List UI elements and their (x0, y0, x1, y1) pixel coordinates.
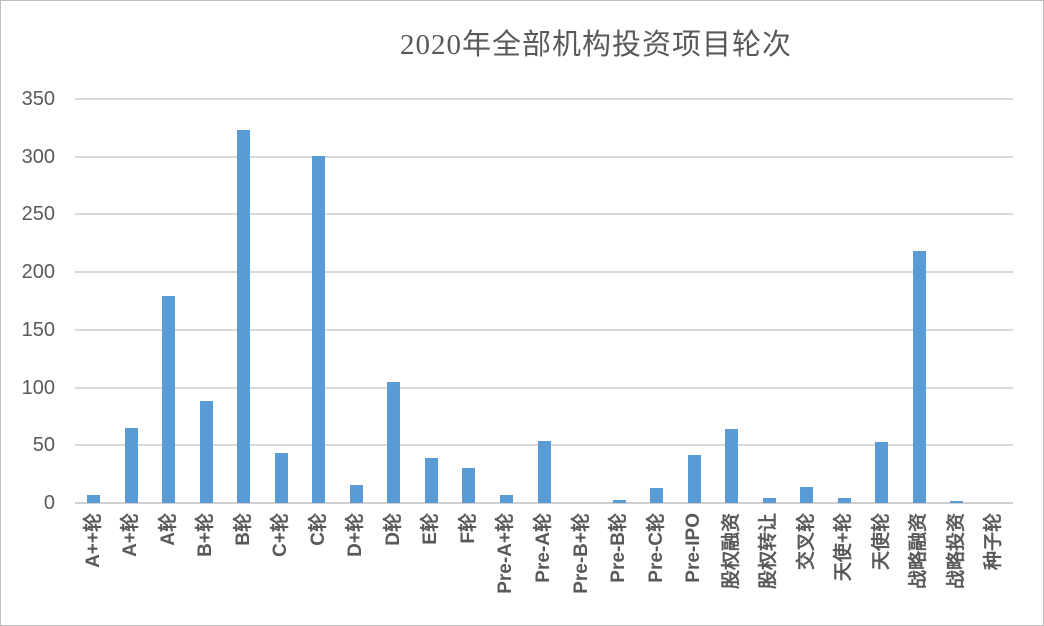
x-tick-label: 天使轮 (870, 513, 892, 571)
x-tick-label: 种子轮 (983, 513, 1005, 571)
gridline (75, 328, 1013, 331)
x-tick-label: Pre-A+轮 (495, 513, 517, 594)
y-tick-label: 100 (21, 376, 55, 399)
bar-A+轮 (124, 428, 138, 503)
x-tick-label: 战略投资 (945, 513, 967, 590)
x-tick-label: 股权转让 (758, 513, 780, 590)
bar-C+轮 (274, 453, 288, 503)
gridline (75, 155, 1013, 158)
x-tick-label: A+轮 (120, 513, 142, 557)
x-tick-label: A++轮 (82, 513, 104, 568)
y-tick-label: 200 (21, 261, 55, 284)
bar-天使+轮 (837, 498, 851, 503)
y-tick-label: 150 (21, 318, 55, 341)
x-tick-label: F轮 (457, 513, 479, 544)
gridline (75, 386, 1013, 389)
bar-战略投资 (950, 501, 964, 503)
bar-F轮 (462, 468, 476, 503)
bar-B轮 (237, 130, 251, 503)
bar-天使轮 (875, 442, 889, 503)
bar-C轮 (312, 156, 326, 503)
bar-A++轮 (87, 495, 101, 503)
x-tick-label: E轮 (420, 513, 442, 545)
bar-D+轮 (349, 485, 363, 503)
bar-Pre-A+轮 (499, 495, 513, 503)
x-tick-label: Pre-B轮 (608, 513, 630, 583)
x-tick-label: Pre-C轮 (645, 513, 667, 583)
x-tick-label: 股权融资 (720, 513, 742, 590)
x-tick-label: Pre-IPO (683, 513, 705, 583)
x-tick-label: Pre-B+轮 (570, 513, 592, 594)
x-tick-label: C+轮 (270, 513, 292, 557)
y-tick-label: 50 (32, 434, 55, 457)
x-tick-label: 天使+轮 (833, 513, 855, 582)
bar-股权融资 (725, 429, 739, 503)
y-tick-label: 250 (21, 203, 55, 226)
bar-E轮 (424, 458, 438, 503)
x-tick-label: D+轮 (345, 513, 367, 557)
bar-Pre-B轮 (612, 500, 626, 503)
x-tick-label: A轮 (157, 513, 179, 546)
bar-B+轮 (199, 401, 213, 503)
bar-A轮 (162, 296, 176, 503)
y-tick-label: 0 (43, 492, 55, 514)
bar-交叉轮 (800, 487, 814, 503)
bar-D轮 (387, 382, 401, 503)
bar-战略融资 (912, 251, 926, 503)
bar-Pre-IPO (687, 455, 701, 503)
x-tick-label: Pre-A轮 (533, 513, 554, 583)
gridline (75, 98, 1013, 100)
x-tick-label: B轮 (232, 513, 254, 546)
x-axis-line (75, 502, 1013, 504)
y-tick-label: 350 (21, 88, 55, 110)
x-tick-label: 战略融资 (908, 513, 930, 590)
bar-股权转让 (762, 498, 776, 503)
y-tick-label: 300 (21, 145, 55, 168)
x-tick-label: C轮 (307, 513, 329, 546)
x-tick-label: B+轮 (195, 513, 217, 557)
chart-title: 2020年全部机构投资项目轮次 (399, 29, 792, 61)
bar-Pre-A轮 (537, 441, 551, 503)
gridline (75, 213, 1013, 216)
gridline (75, 271, 1013, 274)
x-tick-label: 交叉轮 (795, 513, 817, 571)
x-tick-label: D轮 (382, 513, 404, 546)
bar-Pre-C轮 (650, 488, 664, 503)
